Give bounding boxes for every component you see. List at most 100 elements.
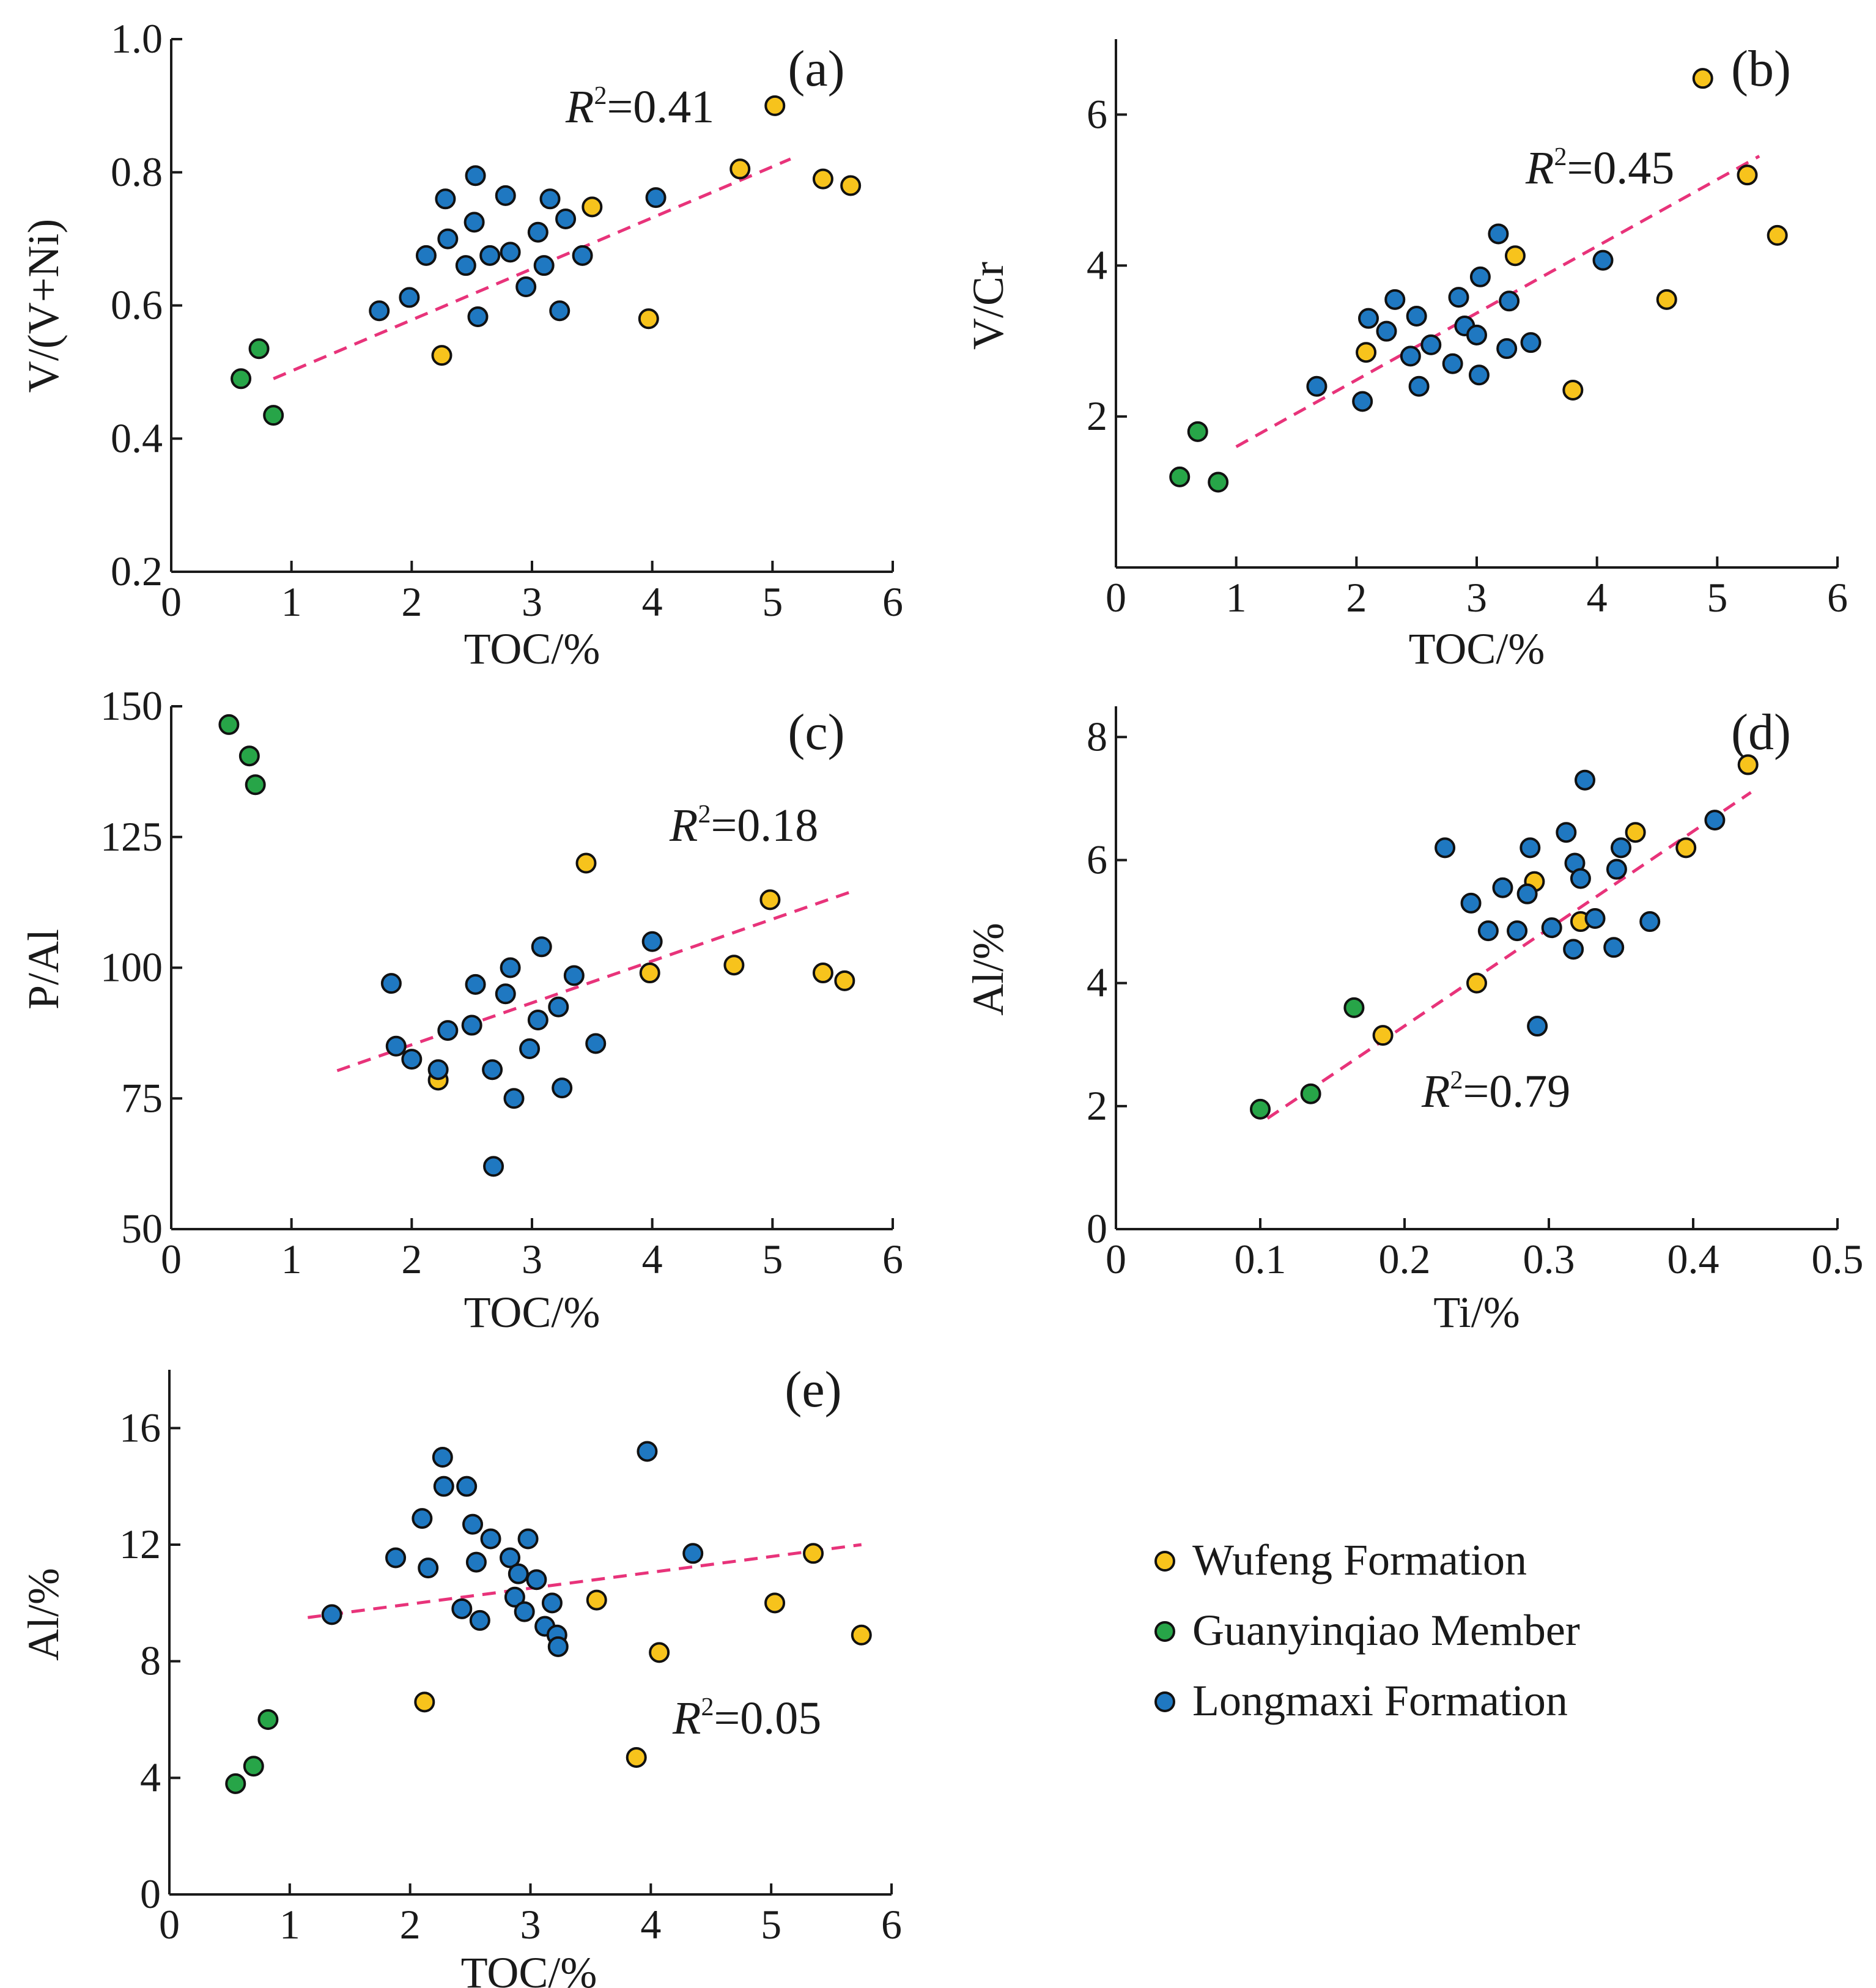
x-tick-label: 2 — [1346, 574, 1367, 621]
y-tick-label: 8 — [1087, 713, 1107, 759]
point-longmaxi — [469, 1609, 490, 1631]
point-longmaxi — [456, 1476, 478, 1497]
point-longmaxi — [1611, 837, 1631, 859]
y-tick-label: 2 — [1087, 1082, 1107, 1129]
point-wufeng — [764, 1592, 786, 1614]
legend-label-wufeng: Wufeng Formation — [1192, 1535, 1527, 1584]
x-axis-title: TOC/% — [461, 1948, 597, 1988]
point-longmaxi — [533, 255, 555, 276]
x-tick-label: 4 — [642, 578, 663, 625]
point-wufeng — [723, 955, 745, 976]
point-wufeng — [1372, 1025, 1394, 1046]
point-longmaxi — [1527, 1016, 1548, 1037]
x-tick-label: 0.5 — [1812, 1236, 1864, 1282]
point-longmaxi — [1639, 911, 1661, 933]
panel-label: (a) — [788, 40, 844, 97]
panel-label: (d) — [1731, 704, 1791, 761]
panel-label: (e) — [785, 1361, 841, 1418]
y-tick-label: 100 — [100, 944, 163, 991]
point-longmaxi — [1488, 223, 1509, 245]
y-tick-label: 0.8 — [111, 149, 163, 195]
point-wufeng — [626, 1746, 647, 1768]
point-longmaxi — [463, 212, 485, 233]
point-longmaxi — [1477, 920, 1499, 942]
point-longmaxi — [539, 188, 561, 210]
point-wufeng — [582, 196, 603, 218]
point-guanyinqiao — [1208, 471, 1229, 493]
point-longmaxi — [555, 208, 577, 229]
y-tick-label: 75 — [121, 1074, 163, 1121]
panel-b: 0 1 2 3 4 5 6 2 4 6 TOC/% V/Cr (b) R2=0.45 — [964, 39, 1848, 673]
point-guanyinqiao — [1300, 1083, 1321, 1104]
point-guanyinqiao — [1343, 997, 1365, 1018]
x-axis-title: TOC/% — [464, 1288, 600, 1337]
point-longmaxi — [1563, 939, 1584, 960]
point-longmaxi — [531, 936, 552, 958]
point-longmaxi — [369, 300, 390, 322]
point-longmaxi — [465, 974, 486, 995]
point-wufeng — [414, 1691, 435, 1713]
point-longmaxi — [1358, 308, 1379, 329]
point-longmaxi — [547, 1636, 569, 1657]
r-squared-label: R2=0.45 — [1525, 142, 1674, 194]
legend-label-guanyinqiao: Guanyinqiao Member — [1192, 1606, 1580, 1655]
point-wufeng — [803, 1543, 824, 1564]
x-axis-title: Ti/% — [1433, 1288, 1520, 1337]
point-longmaxi — [455, 255, 476, 276]
point-wufeng — [1356, 342, 1377, 363]
y-axis-title: V/Cr — [964, 262, 1013, 350]
point-longmaxi — [461, 1014, 482, 1036]
point-longmaxi — [1468, 364, 1490, 386]
legend-marker-wufeng — [1154, 1551, 1175, 1572]
x-tick-label: 0 — [161, 578, 182, 625]
y-axis-title: P/Al — [19, 929, 68, 1010]
y-tick-label: 2 — [1087, 393, 1107, 439]
point-longmaxi — [1499, 290, 1520, 312]
point-longmaxi — [462, 1513, 484, 1535]
point-longmaxi — [500, 242, 521, 263]
y-tick-label: 4 — [1087, 242, 1107, 288]
point-longmaxi — [437, 1020, 459, 1041]
point-longmaxi — [480, 1528, 501, 1550]
x-tick-label: 0 — [1106, 574, 1126, 621]
point-longmaxi — [1469, 266, 1491, 287]
panel-d: 0 0.1 0.2 0.3 0.4 0.5 0 2 4 6 8 Ti/% Al/% (d) R2=0.79 — [964, 704, 1864, 1337]
point-longmaxi — [1592, 249, 1614, 271]
point-guanyinqiao — [1169, 466, 1191, 487]
legend-label-longmaxi: Longmaxi Formation — [1192, 1676, 1568, 1725]
point-longmaxi — [572, 245, 593, 266]
x-tick-label: 6 — [882, 1236, 903, 1282]
point-longmaxi — [432, 1447, 453, 1468]
point-longmaxi — [1520, 332, 1542, 353]
y-axis-title: Al/% — [964, 923, 1013, 1016]
point-longmaxi — [504, 1586, 525, 1608]
panel-a: 0 1 2 3 4 5 6 0.2 0.4 0.6 0.8 1.0 TOC/% V/(V+Ni) (a) R2… — [19, 15, 903, 673]
point-guanyinqiao — [218, 714, 240, 735]
point-wufeng — [1675, 837, 1697, 859]
point-longmaxi — [682, 1543, 704, 1564]
point-guanyinqiao — [1187, 421, 1208, 442]
x-tick-label: 3 — [520, 1901, 541, 1948]
point-longmaxi — [641, 931, 663, 952]
point-longmaxi — [645, 187, 667, 209]
point-longmaxi — [1492, 877, 1513, 898]
point-wufeng — [1767, 224, 1788, 246]
point-wufeng — [812, 168, 833, 190]
x-tick-label: 5 — [761, 1901, 781, 1948]
x-tick-label: 1 — [281, 578, 302, 625]
point-longmaxi — [552, 1077, 573, 1099]
point-longmaxi — [1406, 305, 1427, 327]
y-tick-label: 6 — [1087, 836, 1107, 882]
point-wufeng — [1737, 754, 1759, 775]
legend: Wufeng Formation Guanyinqiao Member Longma… — [1154, 1535, 1580, 1725]
x-tick-label: 0 — [161, 1236, 182, 1282]
point-guanyinqiao — [243, 1756, 264, 1777]
trend-line — [336, 890, 851, 1073]
point-guanyinqiao — [245, 774, 266, 796]
point-longmaxi — [1516, 883, 1538, 904]
point-longmaxi — [500, 1547, 521, 1569]
r-squared-label: R2=0.05 — [672, 1693, 821, 1744]
x-tick-label: 2 — [401, 1236, 422, 1282]
point-wufeng — [1656, 289, 1677, 310]
